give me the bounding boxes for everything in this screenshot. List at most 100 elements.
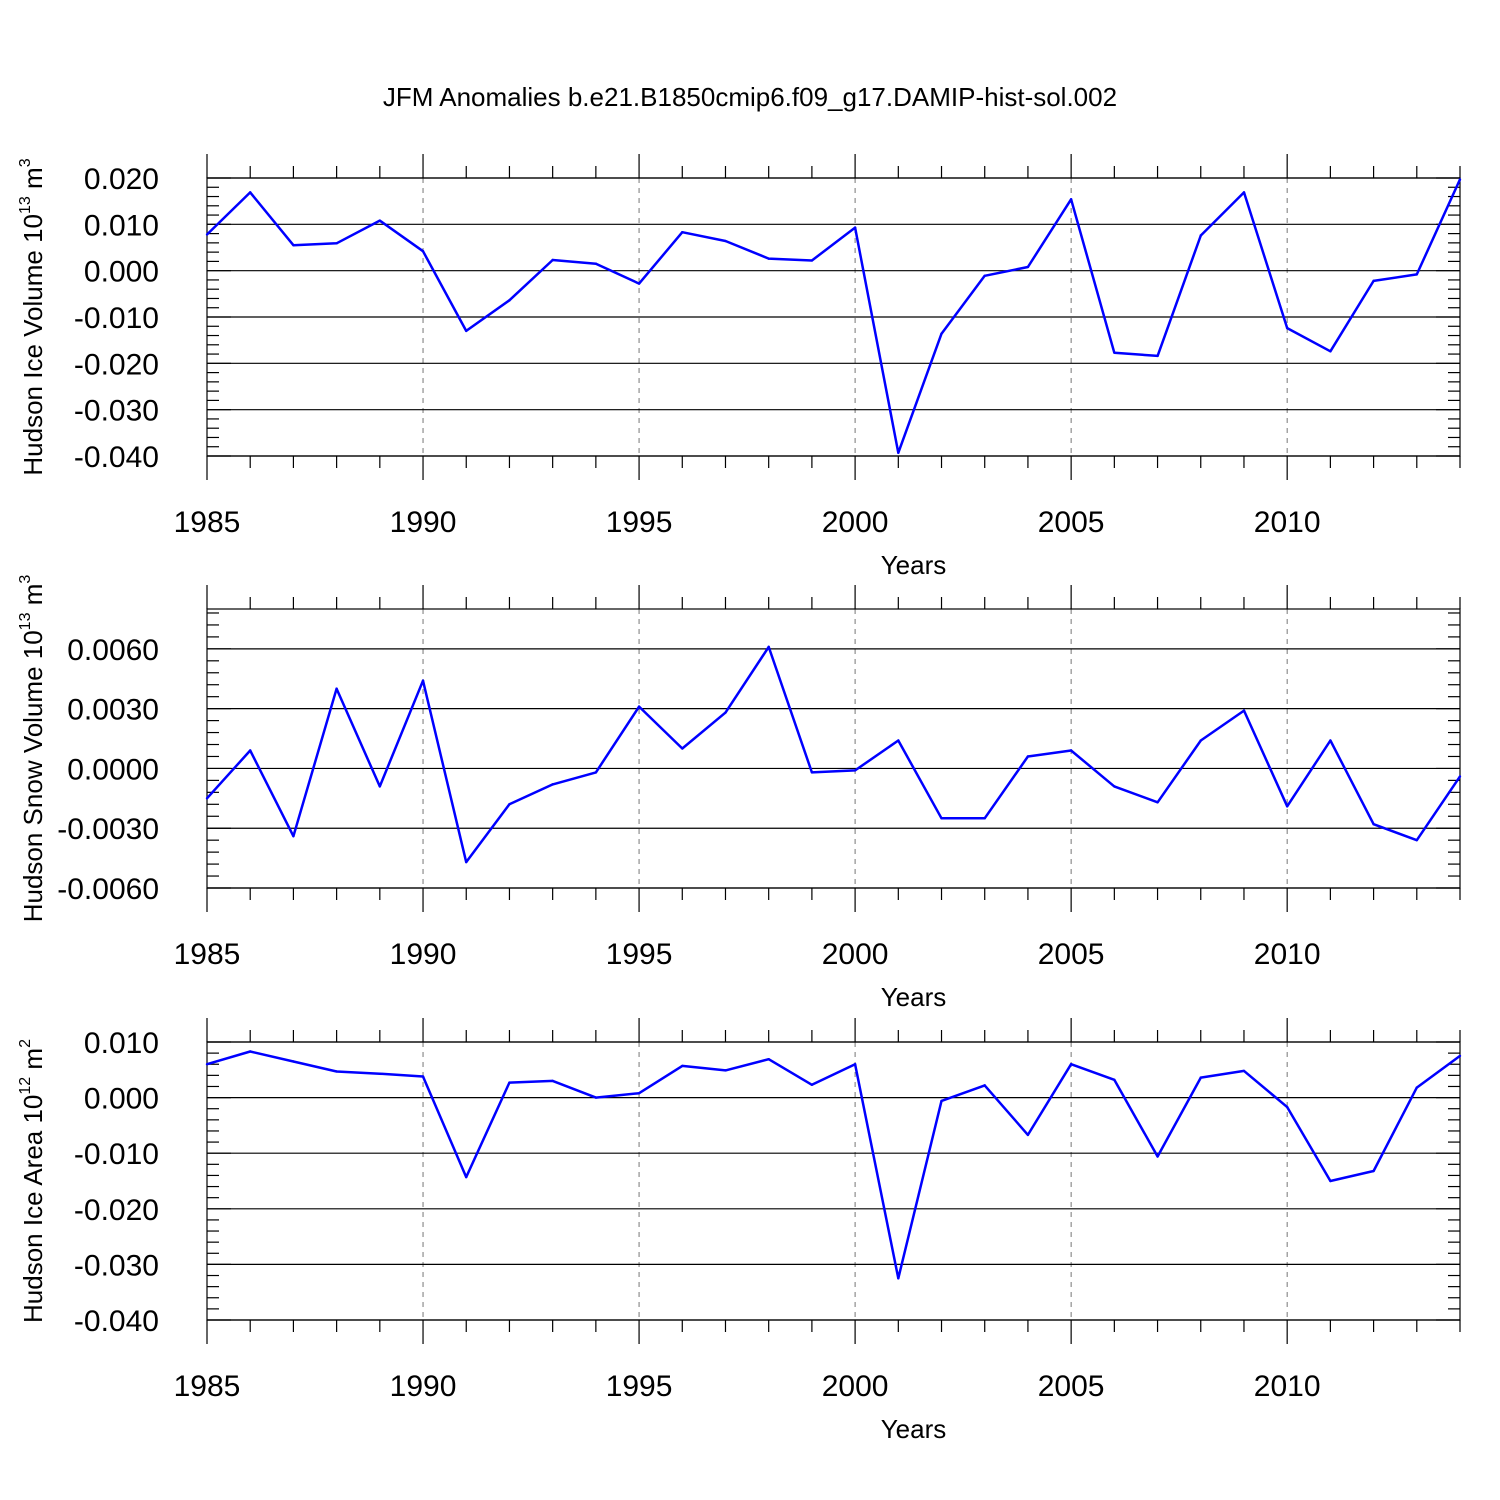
chart-panel-2: 1985 1990 1995 2000 2005 2010 Years 0.0060 0.003… — [17, 575, 1462, 1012]
data-point — [637, 1091, 641, 1095]
data-point — [335, 242, 338, 245]
y-tick-label: -0.010 — [74, 302, 159, 335]
data-point — [1242, 709, 1246, 712]
data-point — [767, 1058, 770, 1061]
data-point — [508, 299, 511, 302]
data-point — [983, 1084, 986, 1087]
data-point — [1026, 265, 1030, 269]
data-point — [1199, 234, 1202, 237]
x-tick-label: 1995 — [606, 938, 673, 971]
y-axis-title: Hudson Snow Volume 1013 m3 — [17, 575, 48, 923]
series-line — [206, 645, 1462, 864]
data-point — [1069, 1063, 1073, 1066]
x-tick-label: 1995 — [606, 506, 673, 539]
data-point — [292, 834, 295, 838]
chart-title: JFM Anomalies b.e21.B1850cmip6.f09_g17.D… — [383, 82, 1117, 112]
y-tick-label: -0.020 — [74, 1194, 159, 1227]
y-tick-label: -0.040 — [74, 441, 159, 474]
data-point — [292, 1060, 295, 1063]
data-point — [335, 687, 338, 690]
data-point — [810, 1083, 814, 1087]
data-point — [681, 747, 684, 750]
data-point — [421, 679, 425, 682]
y-axis-title-exponent: 12 — [17, 1077, 34, 1095]
y-axis-title-exponent: 13 — [17, 196, 34, 214]
data-point — [378, 219, 382, 222]
data-point — [681, 231, 684, 234]
data-point — [1415, 1086, 1418, 1089]
y-tick-label: -0.0060 — [57, 873, 159, 906]
data-point — [853, 769, 857, 772]
data-point — [853, 1063, 857, 1066]
data-point — [767, 645, 770, 649]
data-point — [335, 1070, 338, 1073]
y-tick-label: 0.020 — [84, 163, 159, 196]
y-axis-title: Hudson Ice Volume 1013 m3 — [17, 158, 48, 475]
series-line — [206, 1050, 1461, 1280]
x-axis-title: Years — [881, 550, 947, 580]
chart-panel-1: 1985 1990 1995 2000 2005 2010 Years 0.020 0.010 0… — [17, 154, 1462, 580]
data-point — [1113, 351, 1116, 354]
data-point — [249, 749, 252, 752]
y-axis-title-text: Hudson Snow Volume 10 — [18, 630, 48, 922]
data-point — [1458, 775, 1462, 778]
y-axis-title: Hudson Ice Area 1012 m2 — [17, 1039, 48, 1323]
y-axis-title-text: Hudson Ice Volume 10 — [18, 214, 48, 476]
x-tick-label: 2000 — [822, 938, 889, 971]
x-tick-label: 1990 — [390, 1370, 457, 1403]
data-point — [724, 1069, 727, 1072]
y-tick-label: 0.010 — [84, 209, 159, 242]
y-tick-label: -0.0030 — [57, 813, 159, 846]
data-point — [551, 783, 554, 786]
x-tick-label: 1985 — [174, 506, 241, 539]
data-point — [940, 817, 943, 820]
y-tick-label: 0.000 — [84, 256, 159, 289]
data-point — [249, 1050, 252, 1053]
data-point — [724, 239, 727, 243]
data-point — [1458, 178, 1462, 181]
data-point — [508, 1081, 511, 1084]
series-line — [206, 178, 1462, 455]
panels: 1985 1990 1995 2000 2005 2010 Years 0.020 0.010 0… — [17, 154, 1462, 1444]
x-tick-label: 2010 — [1254, 938, 1321, 971]
data-point — [810, 259, 814, 262]
x-tick-label: 1995 — [606, 1370, 673, 1403]
data-point — [1285, 326, 1289, 330]
chart-panel-3: 1985 1990 1995 2000 2005 2010 Years 0.010 0.000 -… — [17, 1018, 1462, 1444]
y-axis-title-unit-exponent: 3 — [17, 575, 34, 584]
y-tick-label: 0.0060 — [67, 634, 159, 667]
data-point — [681, 1064, 684, 1068]
data-point — [1285, 805, 1289, 808]
data-point — [853, 226, 857, 229]
data-point — [1415, 273, 1418, 276]
x-tick-label: 2000 — [822, 1370, 889, 1403]
data-point — [1113, 785, 1116, 788]
data-point — [1113, 1078, 1116, 1082]
data-point — [551, 258, 554, 262]
data-point — [1415, 838, 1418, 842]
y-tick-label: -0.020 — [74, 348, 159, 381]
data-point — [465, 1175, 468, 1179]
x-axis-title: Years — [881, 982, 947, 1012]
x-tick-label: 1985 — [174, 1370, 241, 1403]
data-point — [1156, 801, 1159, 804]
data-point — [594, 1096, 598, 1099]
data-point — [1199, 1076, 1202, 1079]
x-tick-label: 2010 — [1254, 1370, 1321, 1403]
data-point — [767, 257, 770, 260]
x-tick-label: 2010 — [1254, 506, 1321, 539]
y-axis-title-unit: m — [18, 1048, 48, 1077]
data-point — [421, 250, 425, 253]
y-tick-label: 0.0030 — [67, 694, 159, 727]
data-point — [465, 860, 468, 864]
y-axis-title-unit-exponent: 3 — [17, 158, 34, 167]
data-point — [983, 817, 986, 820]
data-point — [205, 1063, 209, 1066]
y-tick-label: -0.040 — [74, 1305, 159, 1338]
data-point — [940, 1099, 943, 1103]
data-point — [637, 705, 641, 708]
data-point — [897, 739, 900, 742]
x-tick-label: 2000 — [822, 506, 889, 539]
data-point — [1199, 739, 1202, 742]
